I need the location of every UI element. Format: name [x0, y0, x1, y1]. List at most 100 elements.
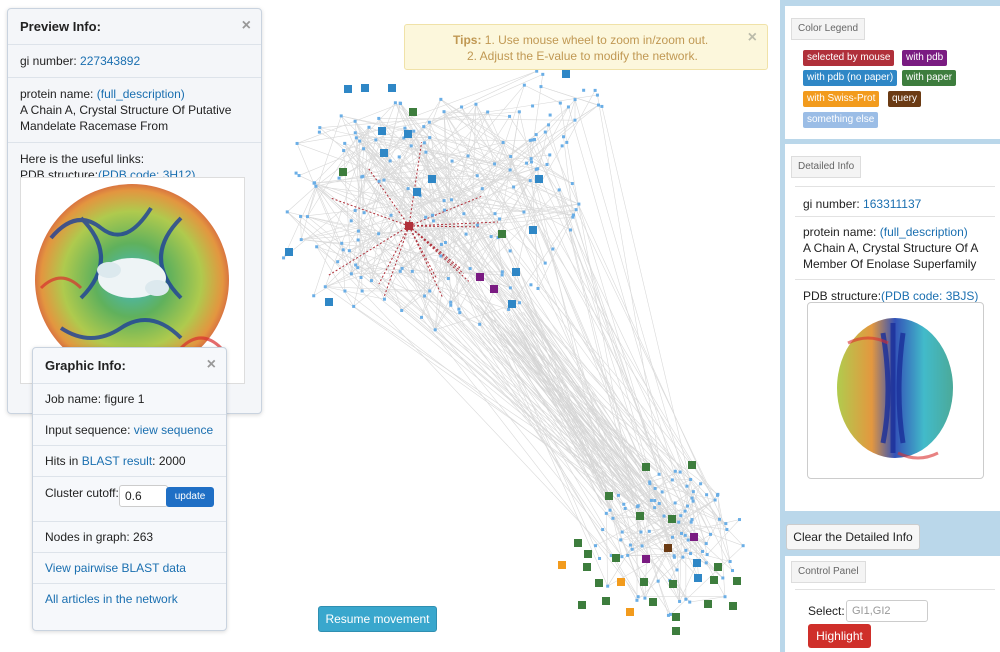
- network-node: [535, 175, 543, 183]
- network-node: [343, 289, 347, 293]
- resume-movement-button[interactable]: Resume movement: [318, 606, 437, 632]
- preview-full-description-link[interactable]: (full_description): [96, 87, 185, 101]
- tips-prefix: Tips:: [453, 33, 482, 47]
- network-node: [568, 228, 572, 232]
- network-node: [620, 530, 624, 534]
- graphic-close-icon[interactable]: ×: [206, 356, 216, 373]
- network-node: [677, 520, 681, 524]
- network-node: [347, 249, 351, 253]
- detailed-full-description-link[interactable]: (full_description): [879, 225, 968, 239]
- network-node: [528, 179, 532, 183]
- cluster-cutoff-input[interactable]: 0.6: [119, 485, 168, 507]
- network-node: [314, 184, 318, 188]
- network-node: [653, 486, 657, 490]
- network-node: [339, 114, 343, 118]
- network-node: [522, 210, 526, 214]
- network-node: [571, 215, 575, 219]
- network-node: [724, 522, 728, 526]
- preview-gi-link[interactable]: 227343892: [80, 54, 141, 68]
- network-node: [673, 469, 677, 473]
- network-node: [405, 222, 413, 230]
- network-node: [672, 613, 680, 621]
- network-node: [424, 215, 428, 219]
- network-node: [400, 266, 404, 270]
- network-node: [336, 260, 340, 264]
- legend-with-paper: with paper: [902, 70, 957, 86]
- network-node: [358, 139, 362, 143]
- network-highlighted-nodes[interactable]: [285, 70, 741, 635]
- tips-close-icon[interactable]: ×: [747, 29, 757, 46]
- network-node: [657, 501, 661, 505]
- detailed-structure-image[interactable]: [807, 302, 984, 479]
- network-node: [517, 110, 521, 114]
- network-node: [398, 101, 402, 105]
- network-node: [684, 597, 688, 601]
- network-node: [723, 595, 727, 599]
- detailed-gi-label: gi number:: [803, 197, 860, 211]
- network-node: [382, 178, 386, 182]
- network-node: [560, 144, 564, 148]
- network-node: [531, 138, 535, 142]
- network-node: [535, 69, 539, 73]
- network-node: [640, 578, 648, 586]
- network-node: [409, 108, 417, 116]
- network-node: [361, 84, 369, 92]
- update-button[interactable]: update: [166, 487, 214, 507]
- network-node: [622, 502, 626, 506]
- network-node: [382, 297, 386, 301]
- graphic-info-panel: Graphic Info: × Job name: figure 1 Input…: [32, 347, 227, 631]
- network-node: [725, 528, 729, 532]
- view-sequence-link[interactable]: view sequence: [133, 423, 214, 437]
- network-node: [529, 283, 533, 287]
- detailed-pdb-link[interactable]: (PDB code: 3BJS): [881, 289, 979, 303]
- network-node: [675, 568, 679, 572]
- network-node: [508, 168, 512, 172]
- network-node: [673, 501, 677, 505]
- preview-protein-line2: Mandelate Racemase From: [20, 119, 169, 133]
- network-node: [640, 544, 644, 548]
- network-node: [305, 215, 309, 219]
- network-node: [529, 160, 533, 164]
- select-gi-input[interactable]: GI1,GI2: [846, 600, 928, 622]
- network-node: [643, 596, 647, 600]
- network-node: [377, 179, 381, 183]
- network-node: [442, 110, 446, 114]
- network-node: [356, 238, 360, 242]
- network-graph[interactable]: [0, 0, 780, 652]
- detailed-gi-link[interactable]: 163311137: [863, 197, 922, 211]
- network-node: [449, 303, 453, 307]
- network-node: [705, 553, 709, 557]
- network-node: [657, 472, 661, 476]
- network-node: [388, 84, 396, 92]
- preview-gi-label: gi number:: [20, 54, 77, 68]
- network-node: [678, 470, 682, 474]
- highlight-button[interactable]: Highlight: [808, 624, 871, 648]
- network-node: [476, 273, 484, 281]
- network-node: [474, 102, 478, 106]
- network-node: [562, 70, 570, 78]
- network-node: [508, 286, 512, 290]
- network-node: [428, 289, 432, 293]
- detailed-info-title: Detailed Info: [791, 156, 862, 178]
- pairwise-blast-link[interactable]: View pairwise BLAST data: [45, 561, 186, 575]
- network-node: [683, 533, 687, 537]
- network-node: [509, 155, 513, 159]
- network-node: [403, 126, 407, 130]
- legend-selected-by-mouse: selected by mouse: [803, 50, 895, 66]
- network-node: [377, 232, 381, 236]
- network-node: [342, 149, 346, 153]
- blast-result-link[interactable]: BLAST result: [81, 454, 153, 468]
- network-node: [574, 539, 582, 547]
- preview-close-icon[interactable]: ×: [241, 17, 251, 34]
- network-node: [681, 555, 685, 559]
- network-node: [689, 520, 693, 524]
- network-node: [684, 548, 688, 552]
- all-articles-link[interactable]: All articles in the network: [45, 592, 178, 606]
- network-node: [317, 130, 321, 134]
- network-node: [565, 140, 569, 144]
- network-node: [669, 580, 677, 588]
- network-node: [626, 608, 634, 616]
- network-node: [716, 492, 720, 496]
- clear-detailed-info-button[interactable]: Clear the Detailed Info: [786, 524, 920, 550]
- network-node: [493, 162, 497, 166]
